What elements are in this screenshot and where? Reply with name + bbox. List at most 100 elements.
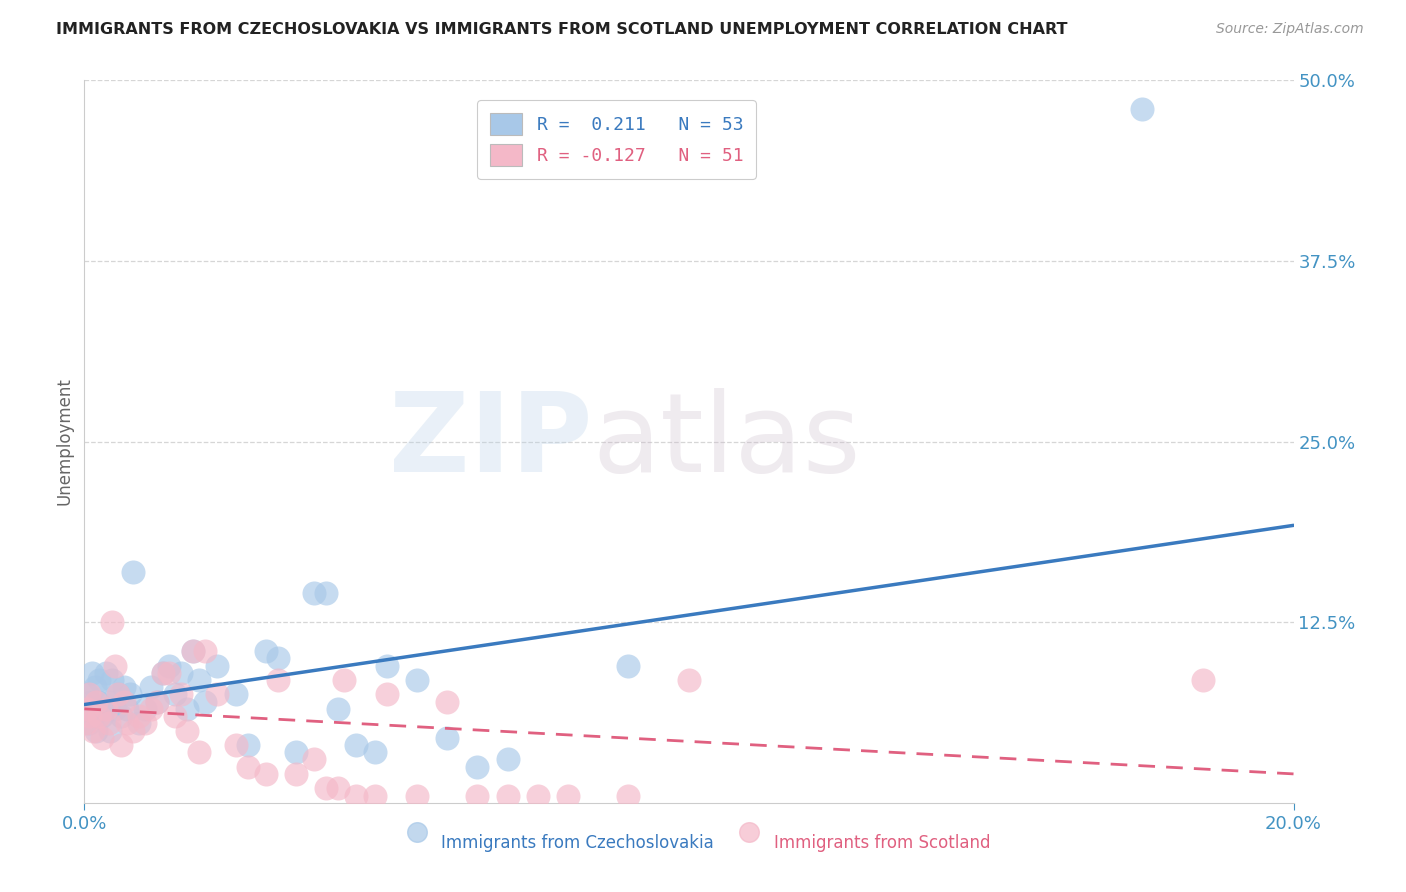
Point	[181, 644, 204, 658]
Point	[617, 789, 640, 803]
Point	[104, 658, 127, 673]
Point	[170, 687, 193, 701]
Point	[165, 709, 187, 723]
Point	[181, 644, 204, 658]
Point	[315, 781, 337, 796]
Point	[77, 687, 100, 701]
Point	[225, 738, 247, 752]
Point	[91, 709, 114, 723]
Point	[254, 644, 277, 658]
Point	[267, 651, 290, 665]
Point	[84, 680, 107, 694]
Point	[76, 702, 98, 716]
Point	[97, 695, 120, 709]
Point	[134, 702, 156, 716]
Point	[97, 716, 120, 731]
Point	[79, 695, 101, 709]
Point	[194, 644, 217, 658]
Point	[207, 687, 229, 701]
Point	[557, 789, 579, 803]
Point	[363, 789, 385, 803]
Y-axis label: Unemployment: Unemployment	[55, 377, 73, 506]
Point	[285, 745, 308, 759]
Point	[436, 731, 458, 745]
Point	[77, 716, 100, 731]
Point	[302, 752, 325, 766]
Point	[346, 738, 368, 752]
Point	[1192, 673, 1215, 687]
Point	[86, 695, 108, 709]
Point	[346, 789, 368, 803]
Text: Immigrants from Czechoslovakia: Immigrants from Czechoslovakia	[441, 833, 714, 852]
Point	[75, 702, 97, 716]
Point	[115, 702, 138, 716]
Point	[139, 702, 162, 716]
Point	[134, 716, 156, 731]
Point	[94, 665, 117, 680]
Point	[375, 687, 398, 701]
Text: Source: ZipAtlas.com: Source: ZipAtlas.com	[1216, 22, 1364, 37]
Point	[285, 767, 308, 781]
Point	[333, 673, 356, 687]
Point	[267, 673, 290, 687]
Point	[94, 702, 117, 716]
Point	[328, 702, 350, 716]
Point	[617, 658, 640, 673]
Point	[146, 695, 169, 709]
Point	[107, 687, 129, 701]
Point	[188, 673, 211, 687]
Point	[436, 695, 458, 709]
Point	[406, 789, 429, 803]
Point	[375, 658, 398, 673]
Point	[188, 745, 211, 759]
Point	[91, 731, 114, 745]
Point	[79, 709, 101, 723]
Point	[170, 665, 193, 680]
Point	[110, 709, 132, 723]
Point	[496, 789, 519, 803]
Text: ZIP: ZIP	[389, 388, 592, 495]
Point	[467, 760, 489, 774]
Point	[89, 673, 111, 687]
Point	[82, 709, 104, 723]
Point	[128, 716, 150, 731]
Point	[86, 695, 108, 709]
Point	[165, 687, 187, 701]
Point	[302, 586, 325, 600]
Point	[76, 687, 98, 701]
Point	[363, 745, 385, 759]
Point	[80, 665, 103, 680]
Point	[152, 665, 174, 680]
Point	[107, 687, 129, 701]
Point	[118, 687, 141, 701]
Point	[207, 658, 229, 673]
Point	[121, 565, 143, 579]
Point	[236, 760, 259, 774]
Point	[98, 723, 121, 738]
Point	[467, 789, 489, 803]
Point	[527, 789, 550, 803]
Point	[176, 702, 198, 716]
Point	[678, 673, 700, 687]
Point	[112, 695, 135, 709]
Point	[225, 687, 247, 701]
Text: Immigrants from Scotland: Immigrants from Scotland	[773, 833, 990, 852]
Point	[139, 680, 162, 694]
Point	[128, 709, 150, 723]
Point	[254, 767, 277, 781]
Point	[121, 723, 143, 738]
Point	[406, 673, 429, 687]
Point	[315, 586, 337, 600]
Point	[112, 680, 135, 694]
Text: atlas: atlas	[592, 388, 860, 495]
Point	[496, 752, 519, 766]
Point	[146, 695, 169, 709]
Point	[93, 702, 115, 716]
Point	[1130, 102, 1153, 116]
Point	[176, 723, 198, 738]
Legend: R =  0.211   N = 53, R = -0.127   N = 51: R = 0.211 N = 53, R = -0.127 N = 51	[477, 100, 756, 178]
Point	[82, 723, 104, 738]
Text: IMMIGRANTS FROM CZECHOSLOVAKIA VS IMMIGRANTS FROM SCOTLAND UNEMPLOYMENT CORRELAT: IMMIGRANTS FROM CZECHOSLOVAKIA VS IMMIGR…	[56, 22, 1067, 37]
Point	[115, 716, 138, 731]
Point	[104, 702, 127, 716]
